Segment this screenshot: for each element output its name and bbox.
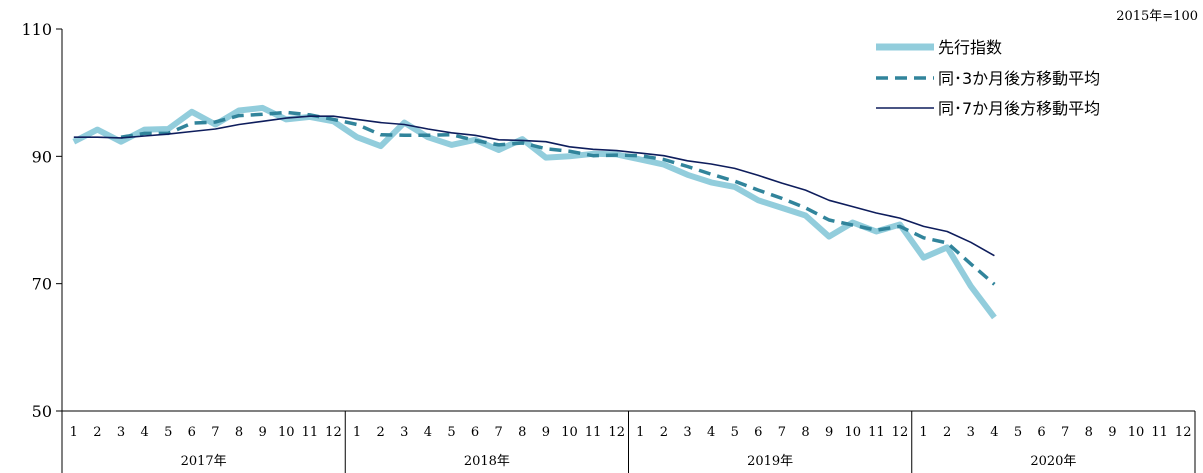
x-tick-label: 9: [1108, 425, 1116, 440]
x-tick-label: 6: [188, 425, 196, 440]
x-tick-label: 5: [1014, 425, 1022, 440]
x-tick-label: 7: [495, 425, 503, 440]
year-label: 2017年: [181, 454, 227, 469]
x-tick-label: 5: [447, 425, 455, 440]
y-axis-ticks: 50 70 90 110: [21, 20, 62, 421]
legend-label-leading: 先行指数: [938, 38, 1002, 57]
x-tick-label: 8: [235, 425, 243, 440]
legend-item-leading: 先行指数: [876, 38, 1002, 57]
x-tick-label: 2: [660, 425, 668, 440]
x-tick-label: 2: [943, 425, 951, 440]
legend-item-ma7: 同･7か月後方移動平均: [876, 99, 1100, 118]
year-dividers: [61, 411, 1196, 473]
x-tick-label: 6: [1037, 425, 1045, 440]
x-tick-label: 3: [967, 425, 975, 440]
y-tick-label: 50: [32, 402, 52, 421]
series-line-ma7: [73, 115, 995, 257]
series-lines: [72, 104, 997, 320]
x-tick-label: 9: [258, 425, 266, 440]
x-tick-label: 1: [636, 425, 644, 440]
x-tick-label: 11: [1151, 425, 1168, 440]
x-tick-label: 8: [1085, 425, 1093, 440]
legend-item-ma3: 同･3か月後方移動平均: [876, 69, 1100, 88]
year-labels: 2017年 2018年 2019年 2020年: [181, 454, 1077, 469]
x-tick-label: 10: [844, 425, 861, 440]
unit-label: 2015年=100: [1116, 9, 1198, 24]
x-tick-label: 3: [400, 425, 408, 440]
legend-label-ma3: 同･3か月後方移動平均: [938, 69, 1100, 88]
x-tick-label: 11: [302, 425, 319, 440]
x-tick-label: 10: [561, 425, 578, 440]
series-line-leading: [72, 104, 997, 320]
year-label: 2018年: [464, 454, 510, 469]
x-tick-label: 4: [707, 425, 715, 440]
x-tick-label: 11: [585, 425, 602, 440]
x-tick-label: 2: [377, 425, 385, 440]
y-tick-label: 70: [32, 275, 52, 294]
x-tick-label: 2: [93, 425, 101, 440]
x-axis-ticks: 1 2 3 4 5 6 7 8 9 10 11 12 1 2 3 4 5 6 7 8 9 10 11 12 1 2 3 4 5 6 7 8 9 1…: [70, 425, 1192, 440]
x-tick-label: 5: [164, 425, 172, 440]
x-tick-label: 7: [211, 425, 219, 440]
x-tick-label: 9: [825, 425, 833, 440]
x-tick-label: 10: [1128, 425, 1145, 440]
x-tick-label: 4: [990, 425, 998, 440]
x-tick-label: 9: [542, 425, 550, 440]
x-tick-label: 12: [325, 425, 342, 440]
x-tick-label: 4: [424, 425, 432, 440]
x-tick-label: 8: [518, 425, 526, 440]
legend: 先行指数 同･3か月後方移動平均 同･7か月後方移動平均: [876, 38, 1100, 118]
x-tick-label: 5: [731, 425, 739, 440]
x-tick-label: 1: [70, 425, 78, 440]
x-tick-label: 6: [471, 425, 479, 440]
x-tick-label: 4: [140, 425, 148, 440]
x-tick-label: 10: [278, 425, 295, 440]
x-tick-label: 1: [919, 425, 927, 440]
x-tick-label: 8: [801, 425, 809, 440]
year-label: 2020年: [1030, 454, 1076, 469]
x-tick-label: 3: [117, 425, 125, 440]
x-tick-label: 11: [868, 425, 885, 440]
x-tick-label: 3: [683, 425, 691, 440]
x-tick-label: 12: [1175, 425, 1192, 440]
x-tick-label: 6: [754, 425, 762, 440]
x-tick-label: 7: [1061, 425, 1069, 440]
series-line-ma3: [120, 110, 996, 286]
x-tick-label: 1: [353, 425, 361, 440]
x-tick-label: 12: [892, 425, 909, 440]
year-label: 2019年: [747, 454, 793, 469]
x-tick-label: 12: [608, 425, 625, 440]
y-tick-label: 110: [21, 20, 52, 39]
legend-label-ma7: 同･7か月後方移動平均: [938, 99, 1100, 118]
x-tick-label: 7: [778, 425, 786, 440]
y-tick-label: 90: [32, 147, 52, 166]
